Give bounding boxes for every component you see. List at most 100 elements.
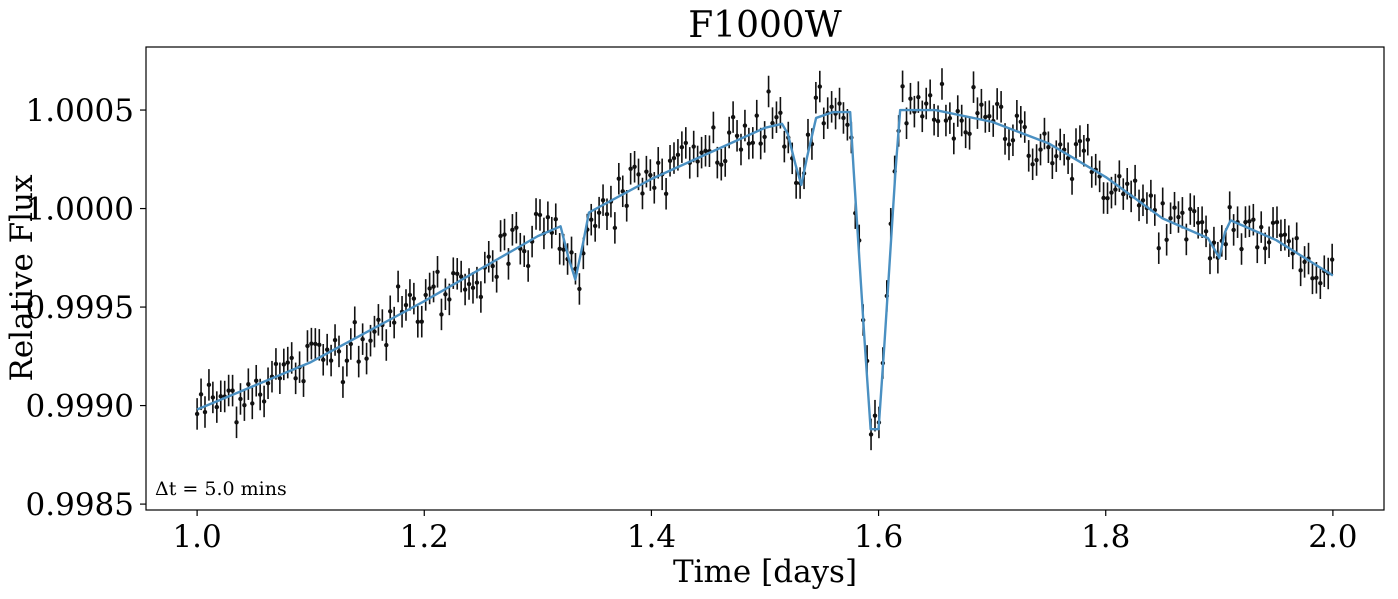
data-marker [475,280,479,284]
data-marker [384,343,388,347]
data-point [1243,206,1247,238]
data-point [952,123,956,155]
data-marker [1015,114,1019,118]
data-point [404,289,408,321]
data-marker [755,113,759,117]
data-point [975,97,979,129]
data-point [408,279,412,311]
data-marker [999,105,1003,109]
data-marker [1267,240,1271,244]
cadence-annotation: Δt = 5.0 mins [155,478,287,500]
data-marker [794,181,798,185]
data-marker [254,379,258,383]
data-marker [1255,245,1259,249]
data-point [762,121,766,153]
data-point [1192,195,1196,227]
data-point [597,197,601,229]
data-point [246,368,250,400]
data-point [199,379,203,411]
data-marker [739,147,743,151]
data-point [758,128,762,160]
data-point [230,375,234,407]
data-point [1050,147,1054,179]
data-point [337,336,341,368]
data-point [963,117,967,149]
chart-title: F1000W [688,5,842,46]
x-tick-label: 1.0 [172,519,221,555]
data-marker [427,286,431,290]
data-marker [408,293,412,297]
data-point [1062,134,1066,166]
data-point [305,330,309,362]
data-point [916,81,920,113]
data-point [345,345,349,377]
data-marker [286,360,290,364]
data-marker [230,388,234,392]
data-marker [1192,209,1196,213]
data-point [1176,201,1180,233]
data-marker [329,358,333,362]
data-point [534,198,538,230]
data-marker [959,118,963,122]
data-marker [455,272,459,276]
data-marker [1157,246,1161,250]
data-marker [1231,228,1235,232]
data-point [250,388,254,420]
data-marker [396,284,400,288]
data-point [731,101,735,133]
data-marker [203,410,207,414]
data-point [538,199,542,231]
data-point [435,256,439,288]
data-point [628,153,632,185]
data-point [1164,224,1168,256]
data-marker [1330,257,1334,261]
data-point [278,362,282,394]
data-point [325,334,329,366]
data-marker [1247,219,1251,223]
data-point [833,98,837,130]
data-point [1141,185,1145,217]
data-marker [1113,187,1117,191]
data-marker [333,338,337,342]
data-marker [1243,220,1247,224]
data-marker [1188,207,1192,211]
data-marker [983,115,987,119]
data-marker [822,121,826,125]
data-point [266,367,270,399]
data-marker [211,395,215,399]
data-point [577,273,581,305]
data-marker [932,117,936,121]
data-point [455,258,459,290]
y-tick-label: 0.9990 [26,389,134,425]
data-point [691,131,695,163]
data-point [735,120,739,152]
data-marker [479,295,483,299]
data-point [1082,135,1086,167]
data-marker [766,89,770,93]
data-marker [979,102,983,106]
data-point [782,131,786,163]
data-point [664,178,668,210]
data-point [471,272,475,304]
data-point [617,163,621,195]
y-tick-label: 1.0000 [26,192,134,228]
data-marker [668,159,672,163]
data-point [680,131,684,163]
data-marker [392,320,396,324]
data-point [1105,182,1109,214]
data-point [360,323,364,355]
data-marker [447,297,451,301]
data-point [1302,246,1306,278]
data-point [1113,174,1117,206]
data-point [711,112,715,144]
data-marker [502,232,506,236]
data-marker [494,275,498,279]
data-point [1023,111,1027,143]
data-point [1267,227,1271,259]
data-point [487,241,491,273]
data-marker [1180,211,1184,215]
data-marker [1042,131,1046,135]
data-marker [1259,225,1263,229]
data-marker [443,292,447,296]
data-point [1294,222,1298,254]
